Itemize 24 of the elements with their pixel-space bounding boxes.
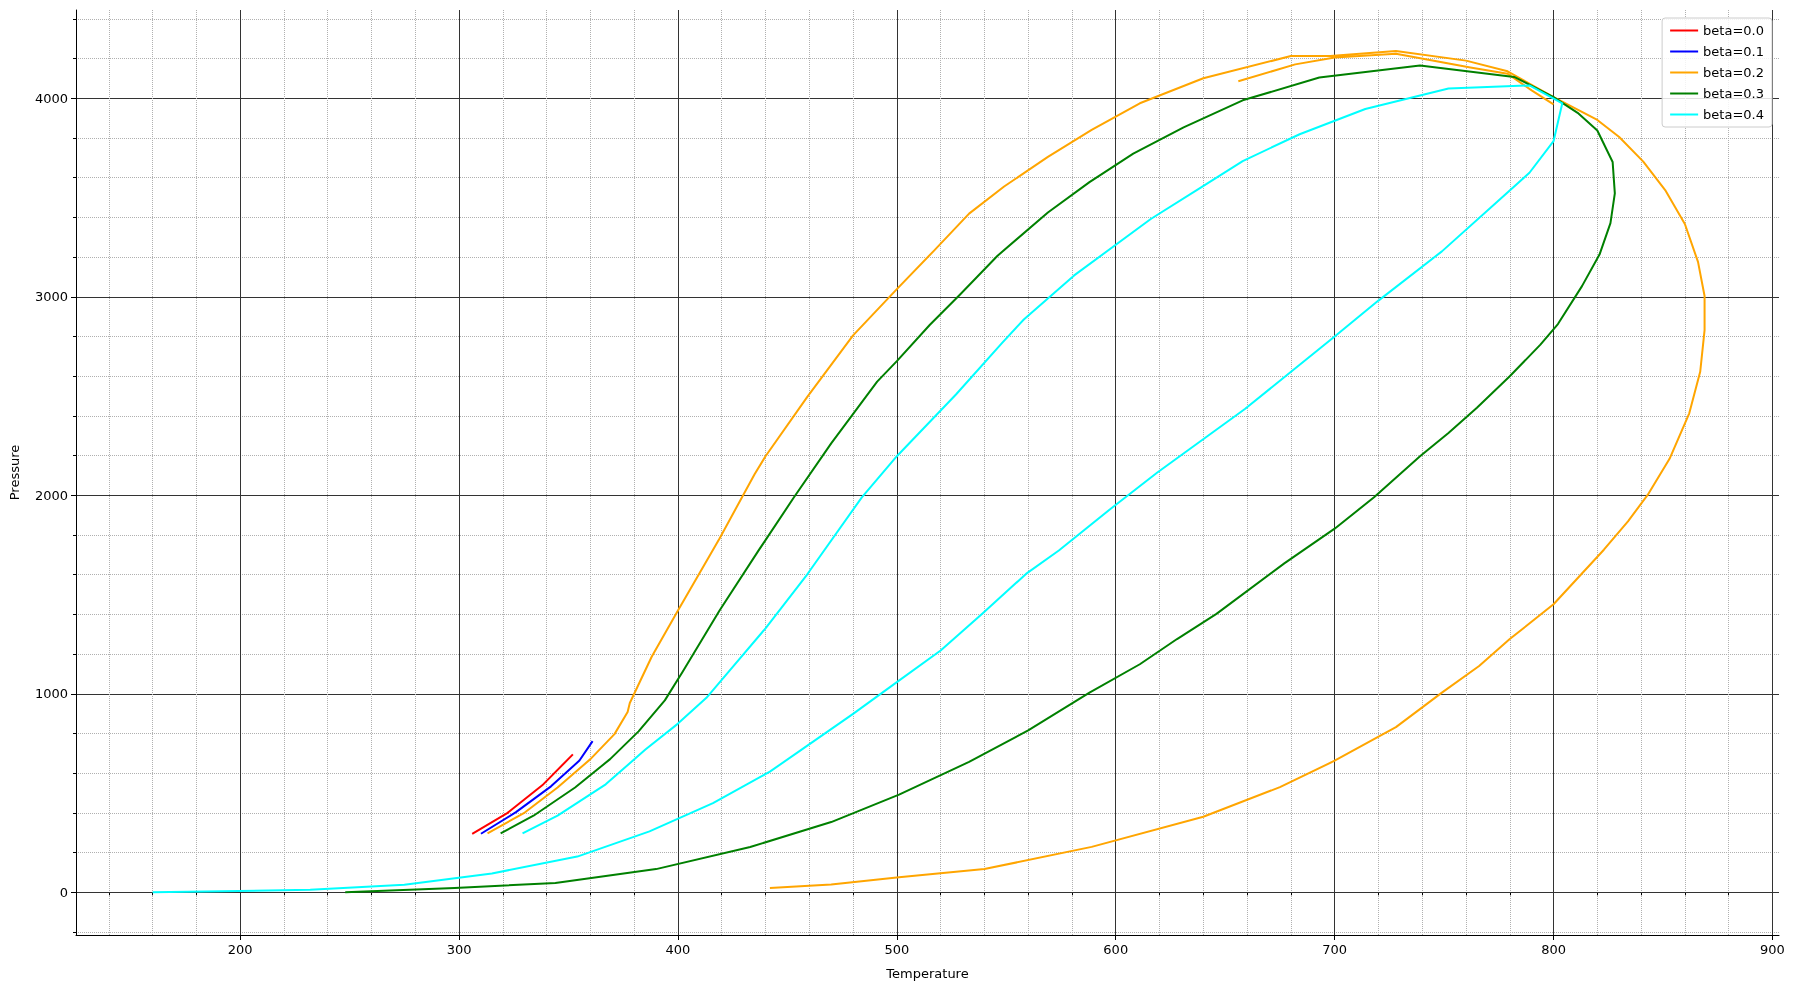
legend-label: beta=0.4 <box>1703 107 1765 122</box>
y-tick-label: 0 <box>59 884 68 900</box>
x-tick-label: 400 <box>665 942 691 957</box>
line-series <box>479 740 594 835</box>
y-tick-label: 2000 <box>34 487 68 503</box>
y-axis-title: Pressure <box>7 444 22 501</box>
x-tick-label: 800 <box>1541 942 1566 957</box>
legend-label: beta=0.3 <box>1703 86 1765 101</box>
y-tick-label: 4000 <box>34 90 68 106</box>
y-tick-label: 3000 <box>34 289 68 305</box>
x-tick-label: 700 <box>1322 942 1348 957</box>
legend-label: beta=0.1 <box>1703 44 1765 59</box>
y-tick-label: 1000 <box>34 686 68 702</box>
x-axis-title: Temperature <box>885 966 969 981</box>
legend-label: beta=0.2 <box>1703 65 1765 80</box>
x-tick-label: 200 <box>227 942 253 957</box>
line-series <box>471 753 574 835</box>
x-tick-label: 600 <box>1103 942 1129 957</box>
line-series <box>151 84 1564 894</box>
x-tick-label: 300 <box>446 942 472 957</box>
legend-label: beta=0.0 <box>1703 23 1765 38</box>
x-tick-label: 900 <box>1760 942 1785 957</box>
x-tick-label: 500 <box>884 942 910 957</box>
line-series <box>344 64 1616 894</box>
